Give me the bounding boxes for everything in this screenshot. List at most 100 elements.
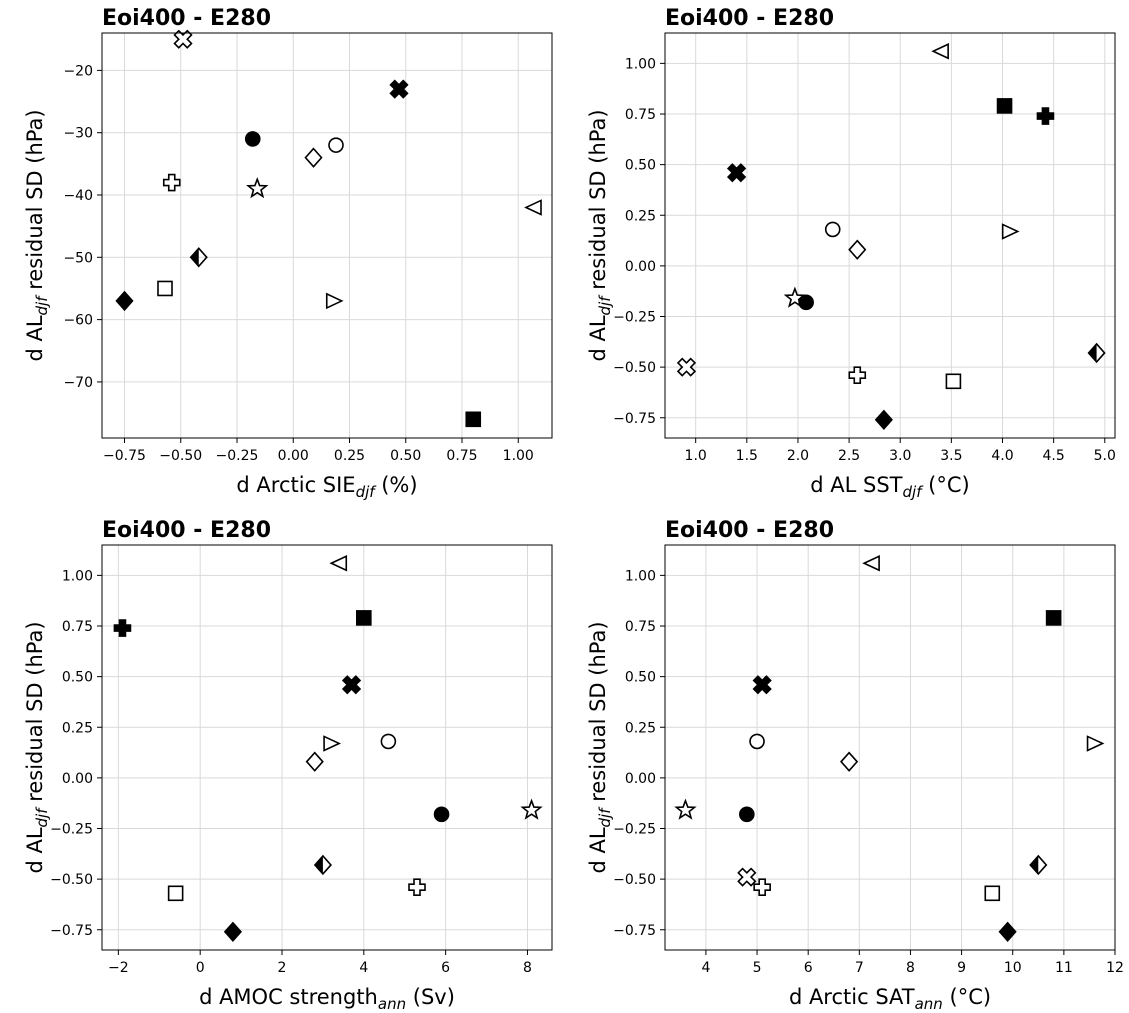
data-point-diamond-half (1087, 342, 1106, 364)
data-point-circle-filled (244, 131, 261, 147)
chart-title: Eoi400 - E280 (665, 518, 834, 543)
data-point-x-filled (752, 675, 772, 695)
x-tick-label: 11 (1055, 960, 1073, 976)
x-tick-label: −2 (108, 960, 129, 976)
data-point-square-open (167, 885, 184, 902)
y-tick-label: −0.25 (613, 822, 656, 838)
y-tick-label: 0.00 (625, 771, 656, 787)
y-tick-label: −20 (63, 63, 93, 79)
y-tick-label: −0.75 (613, 411, 656, 427)
data-point-triangle-right-open (1001, 223, 1020, 240)
plot-frame (664, 32, 1116, 439)
y-tick-label: 0.00 (62, 771, 93, 787)
x-axis-label: d AL SSTdjf (°C) (810, 473, 969, 501)
data-point-circle-filled (739, 806, 755, 823)
data-point-x-filled (389, 79, 409, 99)
data-point-plus-open (162, 173, 181, 192)
data-point-square-filled (356, 610, 372, 626)
x-tick-label: 4 (701, 960, 710, 976)
y-tick-label: 1.00 (625, 568, 656, 584)
data-point-diamond-open (304, 147, 323, 168)
x-tick-label: 5.0 (1094, 448, 1116, 464)
x-tick-label: 1.0 (685, 448, 707, 464)
y-tick-label: −0.75 (613, 923, 656, 939)
chart-title: Eoi400 - E280 (102, 6, 271, 31)
scatter-panel-2: 1.0 1.5 2.0 2.5 3.0 3.5 4.0 4.5 5.0 −0.75 −0.50 −0.… (586, 6, 1116, 501)
chart-title: Eoi400 - E280 (665, 6, 834, 31)
data-point-star-open (783, 286, 807, 308)
plot-frame (101, 32, 553, 439)
data-point-triangle-right-open (1086, 735, 1105, 752)
y-tick-label: −0.25 (613, 310, 656, 326)
y-tick-label: 0.75 (62, 619, 93, 635)
x-tick-label: −0.25 (216, 448, 259, 464)
data-point-triangle-right-open (325, 292, 344, 310)
y-tick-label: 0.25 (62, 720, 93, 736)
y-tick-label: 0.00 (625, 259, 656, 275)
y-tick-label: 0.75 (625, 619, 656, 635)
x-tick-label: −0.75 (103, 448, 146, 464)
data-point-plus-filled (113, 619, 132, 637)
y-tick-label: −40 (63, 188, 93, 204)
data-point-plus-filled (1036, 107, 1055, 125)
data-point-x-open (676, 357, 697, 377)
scatter-panel-4: 4 5 6 7 8 9 10 11 12 −0.75 −0.50 −0.25 0.00 0.25 0.50 0… (586, 518, 1124, 1013)
data-point-plus-open (753, 878, 771, 897)
x-tick-label: 0.25 (334, 448, 365, 464)
y-axis-label: d ALdjf residual SD (hPa) (23, 109, 51, 361)
data-point-x-filled (726, 163, 747, 183)
y-tick-label: −30 (63, 126, 93, 142)
x-tick-label: 10 (1004, 960, 1022, 976)
x-axis-label: d Arctic SIEdjf (%) (236, 473, 417, 501)
data-point-diamond-filled (998, 921, 1017, 942)
data-point-circle-filled (798, 294, 814, 311)
y-axis-label: d ALdjf residual SD (hPa) (586, 621, 614, 873)
data-point-diamond-filled (115, 290, 134, 312)
data-point-diamond-half (1029, 854, 1048, 876)
data-point-diamond-open (848, 239, 867, 260)
data-point-x-open (737, 867, 757, 887)
x-tick-label: 3.0 (889, 448, 911, 464)
data-point-square-open (984, 885, 1001, 902)
data-point-square-filled (996, 98, 1013, 114)
x-tick-label: 6 (804, 960, 813, 976)
x-tick-label: 8 (523, 960, 532, 976)
x-tick-label: 3.5 (940, 448, 962, 464)
y-tick-label: −0.75 (50, 923, 93, 939)
y-tick-label: −0.25 (50, 822, 93, 838)
x-tick-label: 6 (441, 960, 450, 976)
x-tick-label: 0 (196, 960, 205, 976)
y-tick-label: −60 (63, 313, 93, 329)
x-tick-label: 2.5 (838, 448, 860, 464)
data-point-circle-open (749, 733, 765, 750)
x-tick-label: 0.00 (278, 448, 309, 464)
y-axis-label: d ALdjf residual SD (hPa) (586, 109, 614, 361)
data-point-diamond-half (313, 854, 332, 876)
data-point-circle-filled (433, 806, 450, 823)
x-tick-label: 4 (359, 960, 368, 976)
y-tick-label: 0.50 (625, 158, 656, 174)
chart-title: Eoi400 - E280 (102, 518, 271, 543)
x-tick-label: 8 (906, 960, 915, 976)
y-axis-label: d ALdjf residual SD (hPa) (23, 621, 51, 873)
x-axis-label: d Arctic SATann (°C) (789, 985, 991, 1013)
data-point-circle-open (328, 137, 344, 153)
x-tick-label: 1.00 (503, 448, 534, 464)
data-point-triangle-left-open (862, 554, 880, 572)
y-tick-label: −0.50 (613, 360, 656, 376)
x-tick-label: 4.0 (991, 448, 1013, 464)
plot-frame (101, 544, 553, 951)
data-point-plus-open (408, 878, 426, 897)
x-tick-label: 0.75 (446, 448, 477, 464)
x-tick-label: 9 (957, 960, 966, 976)
data-point-diamond-open (840, 751, 859, 772)
x-tick-label: 2.0 (787, 448, 809, 464)
x-axis-label: d AMOC strengthann (Sv) (199, 985, 455, 1013)
y-tick-label: 0.25 (625, 208, 656, 224)
y-tick-label: 0.75 (625, 107, 656, 123)
data-point-diamond-half (189, 247, 208, 268)
data-point-x-filled (341, 675, 362, 695)
y-tick-label: 0.50 (62, 670, 93, 686)
